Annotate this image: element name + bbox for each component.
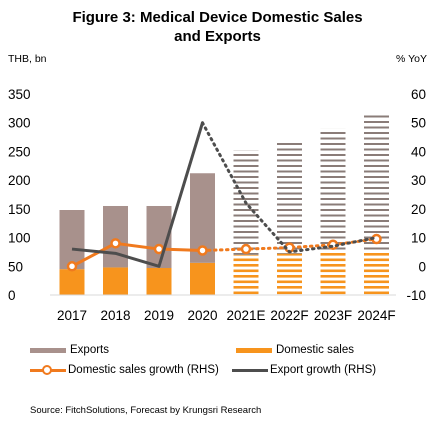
y-right-tick-label: 40 <box>411 144 426 159</box>
legend: Exports Domestic sales Domestic sales gr… <box>30 344 430 384</box>
y-left-tick-label: 150 <box>8 202 31 217</box>
y-left-tick-label: 300 <box>8 116 31 131</box>
y-right-tick-label: -10 <box>406 288 426 303</box>
y-right-axis-label: % YoY <box>396 53 427 65</box>
y-left-tick-label: 350 <box>8 87 31 102</box>
export-growth-line-actual <box>71 122 204 268</box>
y-right-tick-label: 10 <box>411 231 426 246</box>
domestic-growth-point <box>153 243 165 255</box>
y-right-tick-label: 30 <box>411 173 426 188</box>
lines-layer <box>66 121 382 272</box>
legend-swatch-export-growth <box>232 364 268 376</box>
y-left-tick-label: 250 <box>8 144 31 159</box>
x-tick-label: 2023F <box>314 308 352 323</box>
export-growth-line-forecast <box>201 121 378 254</box>
legend-label-exports: Exports <box>70 344 109 356</box>
legend-swatch-exports <box>30 347 66 353</box>
y-right-tick-label: 0 <box>418 259 426 274</box>
source-note: Source: FitchSolutions, Forecast by Krun… <box>30 405 262 416</box>
bars-layer <box>59 112 389 295</box>
bar-domestic-sales <box>277 253 302 295</box>
legend-label-domestic-growth: Domestic sales growth (RHS) <box>68 364 219 376</box>
y-left-ticks: 350 300 250 200 150 100 50 0 <box>8 87 31 303</box>
chart-title-line-2: and Exports <box>174 28 261 45</box>
x-tick-label: 2020 <box>187 308 217 323</box>
domestic-growth-point <box>66 261 78 272</box>
x-axis-ticks: 2017 2018 2019 2020 2021E 2022F 2023F 2024F <box>57 308 396 323</box>
y-left-tick-label: 200 <box>8 173 31 188</box>
bar-exports <box>277 139 302 254</box>
y-right-tick-label: 20 <box>411 202 426 217</box>
legend-label-domestic-sales: Domestic sales <box>276 344 354 356</box>
y-left-tick-label: 50 <box>8 259 23 274</box>
domestic-growth-point <box>110 238 121 249</box>
bar-domestic-sales <box>103 267 128 295</box>
bar-exports <box>364 112 389 252</box>
legend-item-domestic-growth: Domestic sales growth (RHS) <box>30 364 219 376</box>
domestic-growth-point <box>197 245 208 256</box>
domestic-growth-point <box>240 243 252 255</box>
bar-exports <box>103 205 128 268</box>
bar-domestic-sales <box>146 268 172 295</box>
chart-title-line-1: Figure 3: Medical Device Domestic Sales <box>72 9 363 26</box>
y-right-tick-label: 60 <box>411 87 426 102</box>
bar-exports <box>59 210 85 270</box>
legend-label-export-growth: Export growth (RHS) <box>270 364 377 376</box>
x-tick-label: 2021E <box>226 308 265 323</box>
legend-item-domestic-sales: Domestic sales <box>236 344 354 356</box>
bar-domestic-sales <box>233 254 259 295</box>
y-right-ticks: 60 50 40 30 20 10 0 -10 <box>406 87 426 303</box>
x-tick-label: 2024F <box>357 308 395 323</box>
bar-domestic-sales <box>59 269 85 295</box>
bar-domestic-sales <box>364 251 389 295</box>
chart-title: Figure 3: Medical Device Domestic Sales … <box>0 8 435 46</box>
bar-exports <box>320 128 346 253</box>
legend-item-exports: Exports <box>30 344 109 356</box>
y-right-tick-label: 50 <box>411 116 426 131</box>
legend-item-export-growth: Export growth (RHS) <box>232 364 376 376</box>
y-left-axis-label: THB, bn <box>8 53 47 65</box>
y-left-tick-label: 100 <box>8 231 31 246</box>
y-left-tick-label: 0 <box>8 288 16 303</box>
domestic-growth-line-actual <box>71 241 203 268</box>
legend-swatch-domestic-growth <box>30 364 66 376</box>
x-tick-label: 2018 <box>100 308 130 323</box>
x-tick-label: 2019 <box>144 308 174 323</box>
bar-domestic-sales <box>190 262 215 295</box>
legend-swatch-domestic-sales <box>236 347 272 353</box>
x-tick-label: 2022F <box>270 308 308 323</box>
bar-domestic-sales <box>320 252 346 295</box>
x-tick-label: 2017 <box>57 308 87 323</box>
